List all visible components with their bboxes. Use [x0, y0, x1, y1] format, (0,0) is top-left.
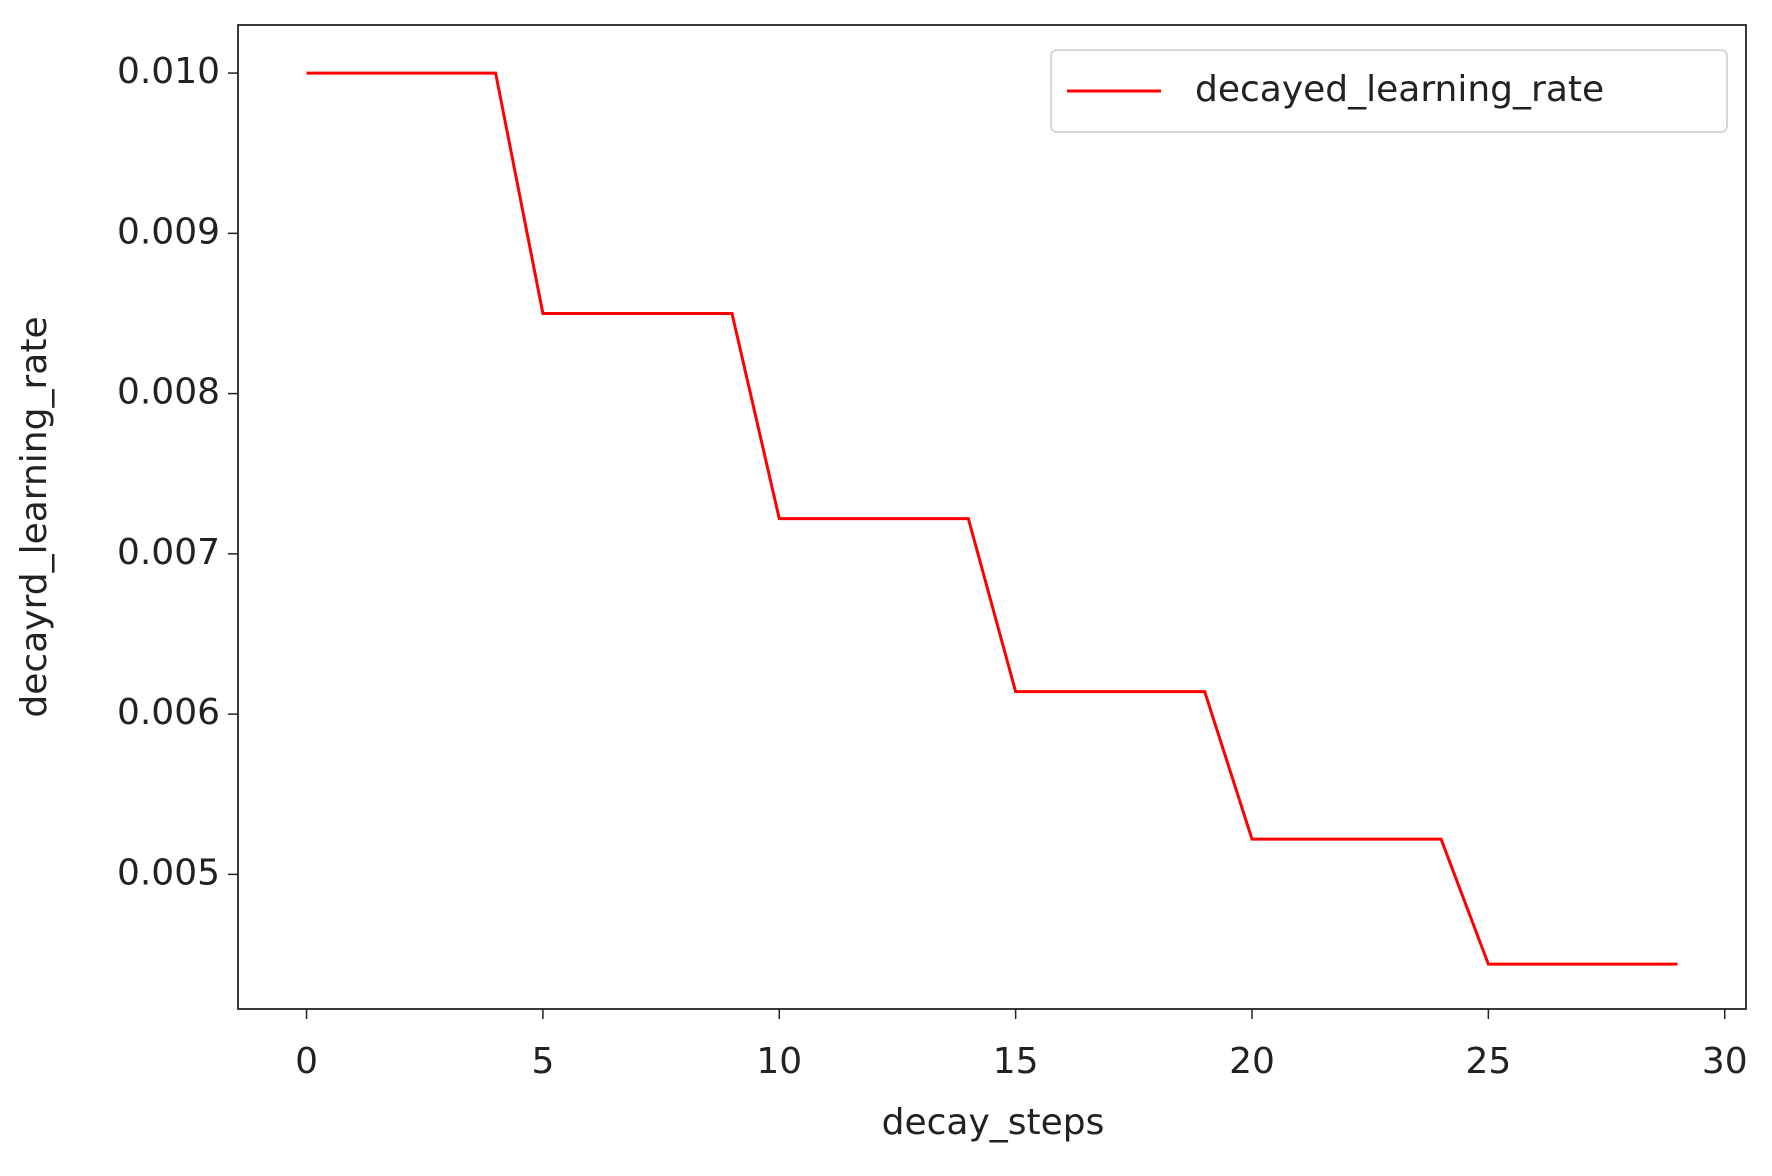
y-axis-label: decayrd_learning_rate [14, 316, 55, 717]
legend-box [1050, 49, 1728, 133]
legend-label: decayed_learning_rate [1195, 69, 1604, 110]
x-tick-label: 15 [993, 1041, 1039, 1082]
y-tick-label: 0.006 [117, 692, 220, 733]
x-tick-label: 0 [295, 1041, 318, 1082]
y-tick-label: 0.010 [117, 51, 220, 92]
line [306, 71, 1678, 966]
y-tick-label: 0.008 [117, 372, 220, 413]
x-tick-label: 10 [756, 1041, 802, 1082]
y-tick-label: 0.007 [117, 532, 220, 573]
x-tick-label: 30 [1702, 1041, 1748, 1082]
x-axis-label: decay_steps [882, 1102, 1105, 1143]
plot-frame [237, 24, 1747, 1010]
y-tick-label: 0.005 [117, 852, 220, 893]
x-tick-label: 20 [1229, 1041, 1275, 1082]
x-tick-label: 5 [531, 1041, 554, 1082]
y-tick-label: 0.009 [117, 211, 220, 252]
x-tick-label: 25 [1465, 1041, 1511, 1082]
